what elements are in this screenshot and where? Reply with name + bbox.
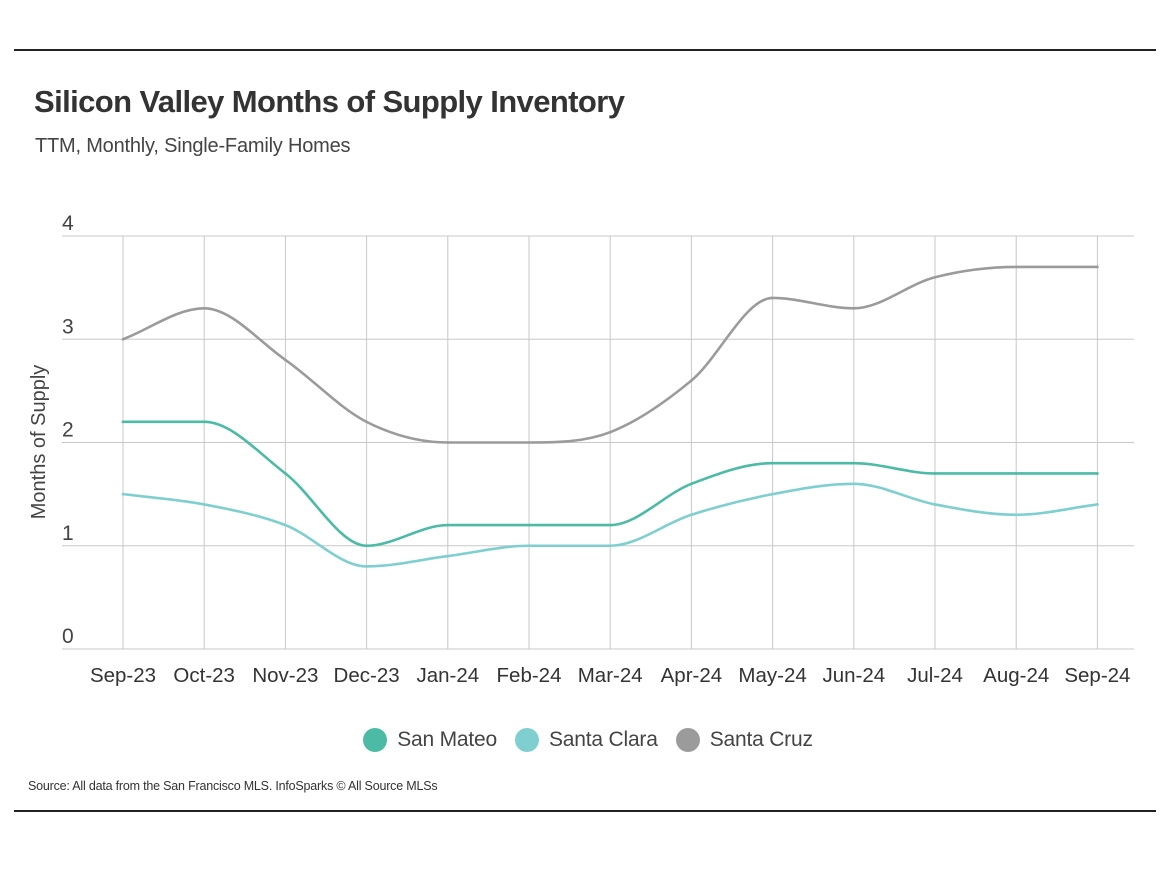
legend-swatch xyxy=(363,728,388,752)
x-tick-label: Aug-24 xyxy=(983,664,1049,687)
x-tick-label: Dec-23 xyxy=(334,664,400,687)
legend-label: San Mateo xyxy=(397,728,497,751)
legend-item-san-mateo: San Mateo xyxy=(363,728,497,752)
data-point-san-mateo xyxy=(771,461,774,465)
data-point-san-mateo xyxy=(527,523,531,527)
chart-subtitle: TTM, Monthly, Single-Family Homes xyxy=(35,135,351,157)
data-point-santa-clara xyxy=(527,544,531,548)
data-point-santa-clara xyxy=(852,482,856,486)
data-point-santa-clara xyxy=(446,554,450,558)
data-point-santa-cruz xyxy=(690,379,693,382)
y-tick-label: 4 xyxy=(62,212,74,235)
top-rule xyxy=(14,49,1156,51)
data-point-santa-clara xyxy=(771,492,774,496)
data-point-santa-clara xyxy=(284,523,287,527)
data-point-santa-clara xyxy=(933,503,937,506)
y-axis-label: Months of Supply xyxy=(28,365,50,520)
chart-legend: San Mateo Santa Clara Santa Cruz xyxy=(0,728,1176,752)
x-tick-label: Mar-24 xyxy=(578,664,643,687)
data-point-santa-clara xyxy=(608,544,612,548)
data-point-santa-clara xyxy=(1014,513,1018,517)
data-point-san-mateo xyxy=(608,523,612,527)
data-point-santa-cruz xyxy=(1096,265,1099,269)
data-point-santa-cruz xyxy=(121,337,125,341)
legend-swatch xyxy=(515,728,539,752)
legend-item-santa-cruz: Santa Cruz xyxy=(675,728,813,752)
y-tick-label: 3 xyxy=(62,315,74,338)
data-point-santa-clara xyxy=(690,513,693,517)
data-point-san-mateo xyxy=(365,544,368,548)
data-point-santa-cruz xyxy=(202,306,206,310)
data-point-san-mateo xyxy=(852,461,856,465)
data-point-san-mateo xyxy=(446,523,450,527)
x-tick-label: Sep-24 xyxy=(1064,664,1130,687)
data-point-san-mateo xyxy=(933,472,937,475)
data-point-santa-cruz xyxy=(284,358,287,362)
y-tick-label: 2 xyxy=(62,419,74,442)
x-tick-label: Jun-24 xyxy=(822,664,885,687)
data-point-san-mateo xyxy=(690,482,693,486)
x-tick-label: Nov-23 xyxy=(252,664,318,687)
x-tick-label: May-24 xyxy=(738,664,806,687)
chart-title: Silicon Valley Months of Supply Inventor… xyxy=(34,84,625,119)
data-point-santa-cruz xyxy=(446,441,450,444)
data-point-santa-cruz xyxy=(933,276,937,279)
x-tick-label: Jul-24 xyxy=(907,664,963,687)
x-tick-label: Apr-24 xyxy=(661,664,723,687)
legend-swatch xyxy=(675,728,700,752)
data-point-santa-clara xyxy=(121,492,125,496)
data-point-santa-cruz xyxy=(365,420,368,424)
data-point-santa-cruz xyxy=(771,296,774,300)
data-point-santa-cruz xyxy=(852,306,856,310)
data-point-san-mateo xyxy=(284,472,287,475)
data-point-santa-clara xyxy=(1096,503,1099,506)
data-point-san-mateo xyxy=(1014,472,1018,475)
data-point-santa-cruz xyxy=(527,441,531,444)
data-point-santa-clara xyxy=(202,503,206,506)
data-point-san-mateo xyxy=(1096,472,1099,475)
source-note: Source: All data from the San Francisco … xyxy=(28,779,438,793)
legend-label: Santa Cruz xyxy=(709,728,813,751)
y-tick-label: 1 xyxy=(62,522,74,545)
x-tick-label: Feb-24 xyxy=(497,664,562,687)
y-tick-label: 0 xyxy=(62,625,74,648)
data-point-santa-cruz xyxy=(608,430,612,434)
data-point-san-mateo xyxy=(121,420,125,424)
data-point-santa-clara xyxy=(365,565,368,568)
data-point-santa-cruz xyxy=(1014,265,1018,269)
legend-item-santa-clara: Santa Clara xyxy=(515,728,658,752)
x-tick-label: Jan-24 xyxy=(416,664,479,687)
x-tick-label: Oct-23 xyxy=(173,664,235,687)
data-point-san-mateo xyxy=(202,420,206,424)
bottom-rule xyxy=(14,810,1156,812)
legend-label: Santa Clara xyxy=(549,728,658,751)
x-tick-label: Sep-23 xyxy=(90,664,156,687)
